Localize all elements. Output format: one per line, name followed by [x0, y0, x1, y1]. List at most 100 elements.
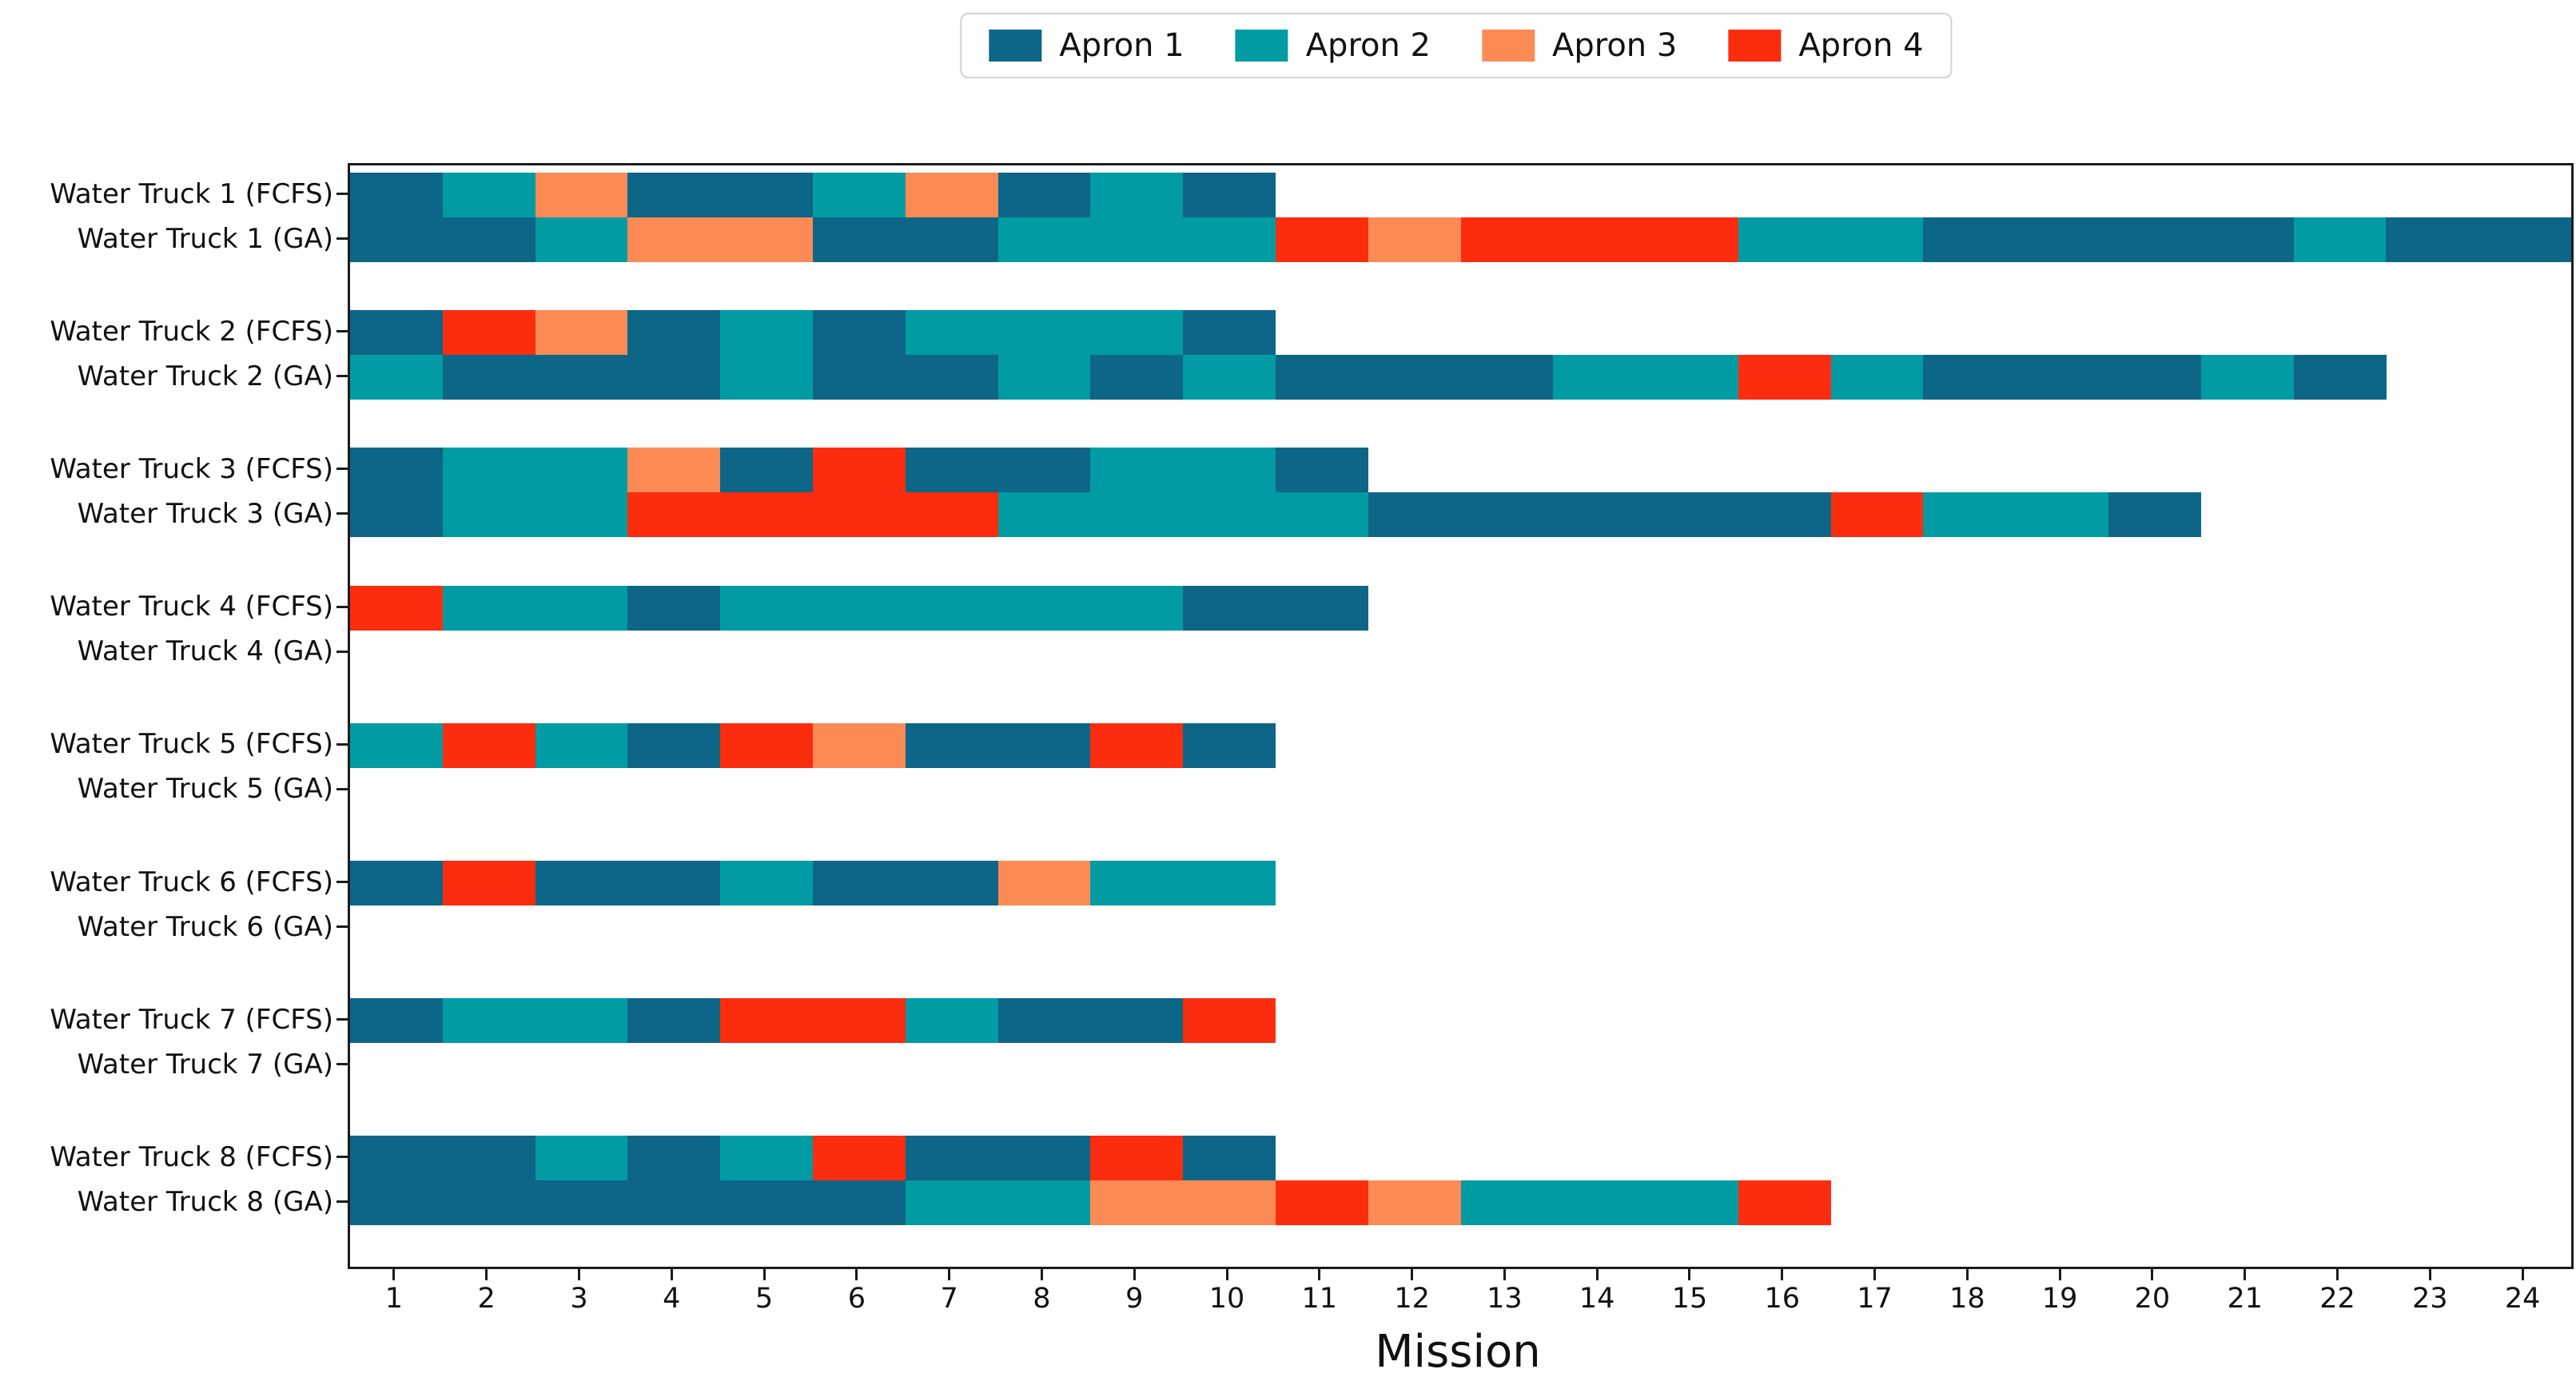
- y-tick-mark: [336, 512, 348, 515]
- x-tick-mark: [2336, 1268, 2339, 1280]
- bar-row: [350, 173, 2571, 217]
- x-tick-mark: [2151, 1268, 2154, 1280]
- bar-segment-apron-2: [535, 585, 628, 631]
- bar-segment-apron-1: [1923, 355, 2017, 400]
- bar-segment-apron-1: [2386, 217, 2479, 262]
- bar-segment-apron-3: [1183, 1180, 1276, 1226]
- bar-segment-apron-4: [1183, 998, 1276, 1044]
- bar-segment-apron-2: [535, 492, 628, 538]
- legend: Apron 1 Apron 2 Apron 3 Apron 4: [960, 13, 1953, 78]
- x-tick-mark: [855, 1268, 858, 1280]
- x-tick-label: 17: [1857, 1283, 1893, 1315]
- bar-segment-apron-2: [1090, 217, 1184, 262]
- bar-segment-apron-1: [350, 217, 444, 262]
- bar-segment-apron-4: [905, 492, 999, 538]
- bar-segment-apron-1: [1183, 310, 1276, 356]
- bar-segment-apron-1: [627, 998, 721, 1044]
- bar-segment-apron-2: [1183, 861, 1276, 905]
- bar-segment-apron-1: [350, 492, 444, 538]
- bar-segment-apron-2: [442, 448, 536, 493]
- x-tick-label: 5: [754, 1283, 774, 1315]
- bar-segment-apron-2: [720, 310, 814, 356]
- bar-segment-apron-4: [1646, 217, 1739, 262]
- bar-segment-apron-2: [997, 492, 1091, 538]
- bar-segment-apron-1: [350, 1136, 444, 1181]
- x-tick-mark: [1873, 1268, 1877, 1280]
- bar-segment-apron-1: [1183, 722, 1276, 768]
- x-tick-mark: [948, 1268, 951, 1280]
- bar-segment-apron-1: [627, 861, 721, 905]
- y-tick-mark: [336, 375, 348, 378]
- x-tick-mark: [1040, 1268, 1043, 1280]
- bar-segment-apron-1: [720, 173, 814, 217]
- legend-item-apron-1: Apron 1: [989, 27, 1184, 64]
- x-tick-mark: [1688, 1268, 1691, 1280]
- bar-segment-apron-2: [1090, 173, 1184, 217]
- bar-segment-apron-2: [2016, 492, 2109, 538]
- bar-row: [350, 1180, 2571, 1226]
- legend-swatch-icon: [989, 30, 1042, 62]
- bar-row: [350, 448, 2571, 493]
- x-tick-label: 7: [940, 1283, 958, 1315]
- bar-segment-apron-2: [2200, 355, 2295, 400]
- legend-swatch-icon: [1235, 30, 1288, 62]
- bar-segment-apron-1: [2293, 355, 2387, 400]
- y-tick-mark: [336, 468, 348, 471]
- y-tick-mark: [336, 881, 348, 883]
- bar-segment-apron-1: [1368, 492, 1461, 538]
- bar-segment-apron-2: [1646, 1180, 1739, 1226]
- bar-segment-apron-2: [1553, 355, 1646, 400]
- bar-segment-apron-2: [997, 585, 1091, 631]
- bar-segment-apron-1: [812, 1180, 906, 1226]
- bar-segment-apron-1: [2478, 217, 2572, 262]
- bar-segment-apron-3: [535, 310, 628, 356]
- bar-segment-apron-4: [442, 722, 536, 768]
- bar-segment-apron-2: [720, 861, 814, 905]
- bar-segment-apron-2: [1183, 217, 1276, 262]
- x-tick-mark: [1411, 1268, 1414, 1280]
- x-tick-mark: [670, 1268, 673, 1280]
- legend-label: Apron 3: [1552, 27, 1678, 64]
- y-tick-label: Water Truck 3 (FCFS): [50, 452, 333, 485]
- bar-segment-apron-1: [997, 173, 1091, 217]
- bar-segment-apron-4: [1553, 217, 1646, 262]
- bar-segment-apron-4: [1738, 355, 1832, 400]
- legend-item-apron-2: Apron 2: [1235, 27, 1431, 64]
- y-tick-label: Water Truck 2 (FCFS): [50, 315, 333, 348]
- bar-segment-apron-2: [905, 310, 999, 356]
- bar-segment-apron-1: [1460, 355, 1554, 400]
- bar-segment-apron-1: [1183, 173, 1276, 217]
- bar-segment-apron-2: [812, 173, 906, 217]
- bar-segment-apron-1: [350, 998, 444, 1044]
- x-tick-mark: [1318, 1268, 1321, 1280]
- legend-swatch-icon: [1728, 30, 1782, 62]
- bar-segment-apron-2: [1090, 448, 1184, 493]
- bar-segment-apron-2: [1090, 861, 1184, 905]
- y-tick-label: Water Truck 5 (GA): [77, 773, 333, 806]
- bar-segment-apron-1: [1553, 492, 1646, 538]
- bar-segment-apron-3: [627, 448, 721, 493]
- x-tick-mark: [1595, 1268, 1599, 1280]
- x-tick-label: 18: [1949, 1283, 1985, 1315]
- bar-segment-apron-1: [442, 355, 536, 400]
- y-tick-label: Water Truck 1 (GA): [77, 222, 333, 255]
- bar-segment-apron-2: [1183, 448, 1276, 493]
- x-tick-label: 10: [1208, 1283, 1245, 1315]
- bar-segment-apron-1: [720, 1180, 814, 1226]
- x-tick-mark: [2521, 1268, 2524, 1280]
- y-tick-mark: [336, 237, 348, 240]
- bar-segment-apron-1: [1183, 1136, 1276, 1181]
- bar-segment-apron-1: [627, 310, 721, 356]
- x-tick-mark: [577, 1268, 580, 1280]
- bar-segment-apron-3: [1368, 217, 1461, 262]
- bar-segment-apron-3: [720, 217, 814, 262]
- bar-segment-apron-1: [905, 861, 999, 905]
- x-tick-label: 8: [1033, 1283, 1051, 1315]
- bar-row: [350, 310, 2571, 356]
- bar-segment-apron-2: [997, 310, 1091, 356]
- x-tick-label: 1: [384, 1283, 404, 1315]
- bar-segment-apron-2: [350, 355, 444, 400]
- bar-segment-apron-2: [905, 1180, 999, 1226]
- bar-row: [350, 355, 2571, 400]
- legend-label: Apron 2: [1305, 27, 1431, 64]
